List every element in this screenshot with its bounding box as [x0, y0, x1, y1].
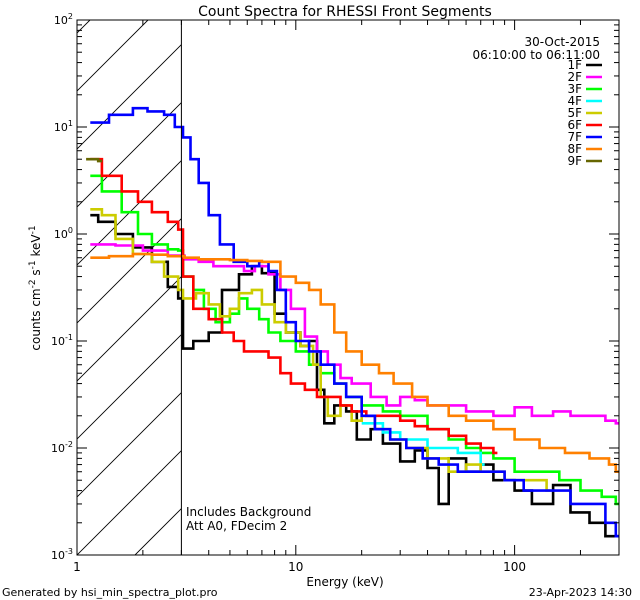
series-8F: [90, 252, 619, 473]
y-tick-label: 10-2: [51, 440, 73, 455]
plot-frame: [76, 19, 620, 556]
generated-by-footer: Generated by hsi_min_spectra_plot.pro: [2, 586, 218, 599]
timestamp-footer: 23-Apr-2023 14:30: [529, 586, 632, 599]
hatch-line: [77, 101, 182, 208]
hatch-line: [134, 507, 182, 555]
y-tick-label: 101: [54, 119, 73, 134]
legend-label-7F: 7F: [567, 130, 582, 144]
hatch-line: [77, 43, 182, 150]
y-tick-label: 102: [54, 12, 73, 27]
x-axis-label: Energy (keV): [306, 575, 383, 589]
legend-label-6F: 6F: [567, 118, 582, 132]
legend-label-1F: 1F: [567, 58, 582, 72]
y-tick-label: 10-3: [51, 547, 73, 562]
legend-label-8F: 8F: [567, 142, 582, 156]
hatch-line: [77, 391, 182, 498]
series-layer: [86, 106, 619, 538]
axis-ticks: 1 10 100 10-3 10-2 10-1 100 101 102: [51, 12, 620, 574]
hatch-line: [77, 217, 182, 324]
hatch-line: [77, 333, 182, 440]
series-5F: [90, 208, 551, 492]
chart-title: Count Spectra for RHESSI Front Segments: [198, 4, 492, 20]
hatch-line: [77, 275, 182, 382]
legend-label-4F: 4F: [567, 94, 582, 108]
attenuator-note: Att A0, FDecim 2: [186, 519, 287, 533]
series-6F: [90, 157, 498, 455]
y-tick-label: 10-1: [51, 333, 73, 348]
legend-label-3F: 3F: [567, 82, 582, 96]
hatch-line: [483, 20, 640, 555]
series-2F: [90, 243, 619, 425]
series-9F: [86, 157, 103, 163]
hatched-region: [77, 20, 640, 555]
background-note: Includes Background: [186, 505, 311, 519]
hatch-line: [425, 20, 640, 555]
y-axis-label: counts cm-2 s-1 keV-1: [28, 225, 43, 350]
x-tick-label: 1: [73, 560, 81, 574]
legend-label-5F: 5F: [567, 106, 582, 120]
legend-label-2F: 2F: [567, 70, 582, 84]
hatch-line: [77, 449, 182, 555]
date-label: 30-Oct-2015: [524, 35, 600, 49]
time-range-label: 06:10:00 to 06:11:00: [473, 48, 600, 62]
legend-label-9F: 9F: [567, 154, 582, 168]
y-tick-label: 100: [54, 226, 73, 241]
x-tick-label: 100: [503, 560, 526, 574]
series-7F: [90, 106, 619, 538]
series-4F: [361, 422, 485, 466]
x-tick-label: 10: [288, 560, 303, 574]
series-3F: [90, 174, 619, 506]
series-1F: [90, 213, 619, 538]
